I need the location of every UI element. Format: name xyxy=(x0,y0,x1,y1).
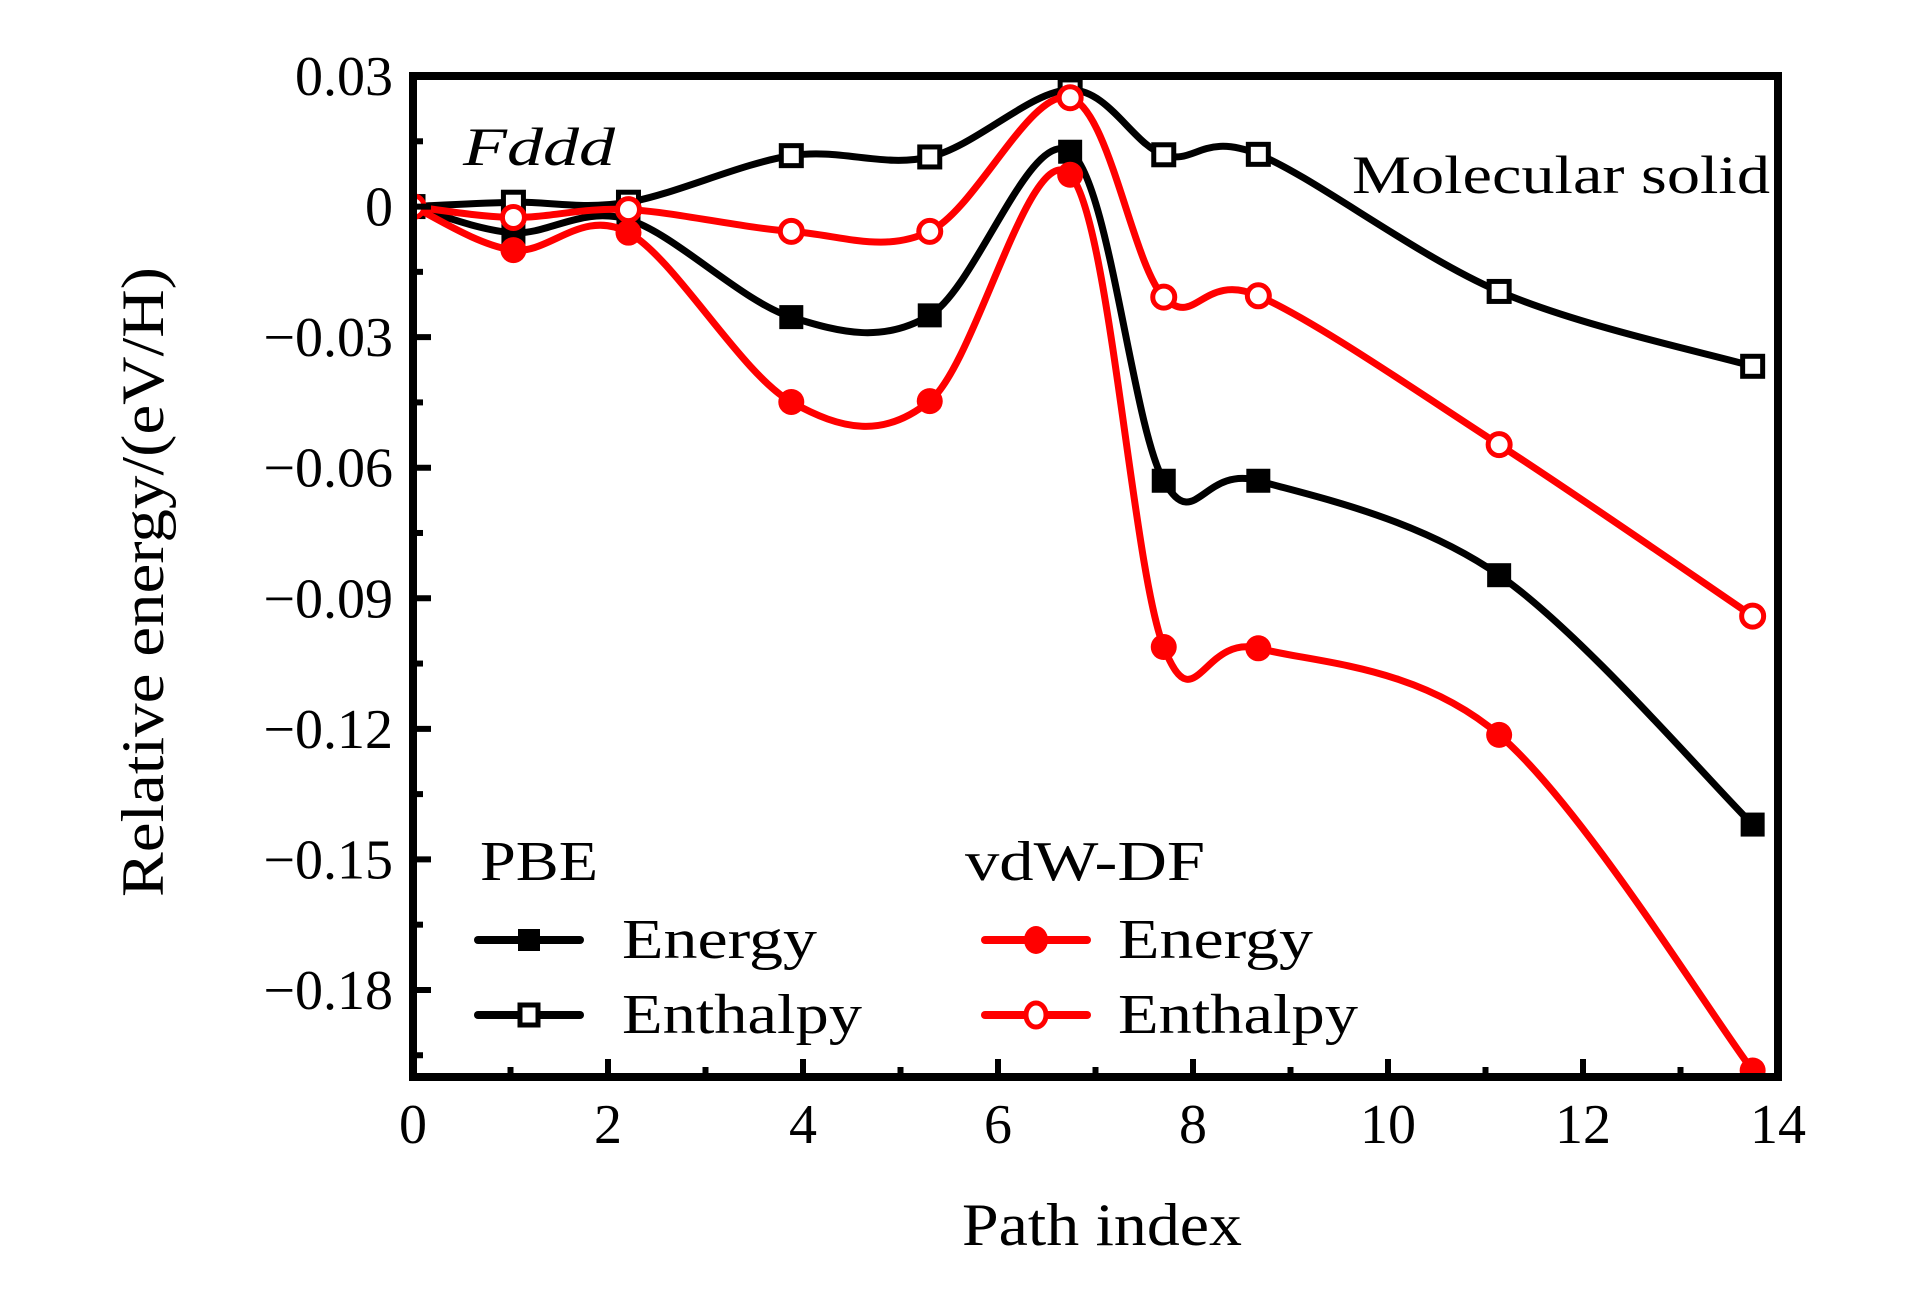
data-point-filled-circle xyxy=(500,237,527,264)
data-point-open-circle xyxy=(1150,283,1178,311)
annotation-molecular-solid: Molecular solid xyxy=(1352,145,1770,205)
data-point-filled-circle xyxy=(1150,634,1177,661)
data-point-filled-circle xyxy=(916,388,943,415)
data-point-filled-square xyxy=(779,305,804,330)
data-point-open-circle xyxy=(1244,282,1272,310)
legend-label-pbe-enthalpy: Enthalpy xyxy=(622,984,862,1046)
data-point-open-square xyxy=(1740,353,1766,379)
data-point-open-circle xyxy=(1485,431,1513,459)
legend-label-vdwdf-energy: Energy xyxy=(1118,909,1313,971)
data-point-open-square xyxy=(1245,141,1271,167)
legend-item-pbe-enthalpy: Enthalpy xyxy=(474,984,862,1046)
legend: PBE vdW-DF Energy Enthalpy Energy Enthal… xyxy=(474,831,1358,1046)
data-point-open-square xyxy=(1486,278,1512,304)
data-point-filled-circle xyxy=(1245,635,1272,662)
series-layer xyxy=(413,77,1767,1077)
y-tick-label: −0.15 xyxy=(263,829,393,891)
x-axis-label: Path index xyxy=(962,1192,1242,1258)
legend-group-title-pbe: PBE xyxy=(480,831,598,893)
series-vdw-df-enthalpy xyxy=(413,84,1767,630)
annotation-fddd: Fddd xyxy=(462,117,617,177)
y-tick-label: −0.03 xyxy=(263,307,393,369)
series-line xyxy=(413,145,1756,828)
data-point-open-circle xyxy=(1056,84,1084,112)
legend-marker-open-circle xyxy=(1023,1000,1049,1030)
data-point-open-square xyxy=(1151,142,1177,168)
data-point-open-circle xyxy=(777,217,805,245)
legend-item-vdwdf-enthalpy: Enthalpy xyxy=(981,984,1358,1046)
x-tick-label: 8 xyxy=(1179,1094,1207,1156)
y-tick-label: −0.12 xyxy=(263,699,393,761)
legend-marker-filled-circle xyxy=(1024,926,1048,954)
x-tick-label: 14 xyxy=(1750,1094,1806,1156)
x-tick-label: 12 xyxy=(1555,1094,1611,1156)
data-point-filled-square xyxy=(1740,812,1765,837)
data-point-filled-circle xyxy=(1739,1057,1766,1077)
y-tick-label: −0.09 xyxy=(263,568,393,630)
x-tick-label: 2 xyxy=(594,1094,622,1156)
y-tick-label: 0 xyxy=(365,177,393,239)
legend-label-pbe-energy: Energy xyxy=(622,909,817,971)
data-point-filled-square xyxy=(1246,468,1271,493)
data-point-open-circle xyxy=(916,217,944,245)
tick-labels: 0 2 4 6 8 10 12 14 0.03 0 −0.03 −0.06 −0.09 −0.12 −0.1… xyxy=(263,46,1806,1156)
legend-marker-open-square xyxy=(517,1002,541,1028)
y-axis-label: Relative energy/(eV/H) xyxy=(110,267,176,897)
data-point-filled-circle xyxy=(778,388,805,415)
data-point-open-square xyxy=(778,143,804,169)
y-tick-label: −0.18 xyxy=(263,960,393,1022)
x-tick-label: 10 xyxy=(1360,1094,1416,1156)
x-tick-label: 4 xyxy=(789,1094,817,1156)
data-point-open-circle xyxy=(499,203,527,231)
data-point-open-circle xyxy=(1739,602,1767,630)
legend-label-vdwdf-enthalpy: Enthalpy xyxy=(1118,984,1358,1046)
data-point-open-circle xyxy=(614,196,642,224)
data-point-filled-circle xyxy=(1057,161,1084,188)
x-tick-label: 6 xyxy=(984,1094,1012,1156)
data-point-filled-circle xyxy=(1486,721,1513,748)
legend-group-title-vdwdf: vdW-DF xyxy=(965,831,1205,893)
ticks-layer xyxy=(410,73,1781,1077)
data-point-open-square xyxy=(917,144,943,170)
data-point-filled-square xyxy=(1151,468,1176,493)
y-tick-label: 0.03 xyxy=(295,46,393,108)
series-line xyxy=(413,86,1754,370)
data-point-filled-square xyxy=(917,303,942,328)
legend-item-pbe-energy: Energy xyxy=(474,909,817,971)
y-tick-label: −0.06 xyxy=(263,438,393,500)
data-point-filled-square xyxy=(1487,563,1512,588)
data-point-filled-circle xyxy=(615,219,642,246)
data-point-filled-square xyxy=(1058,139,1083,164)
legend-item-vdwdf-energy: Energy xyxy=(981,909,1313,971)
x-tick-label: 0 xyxy=(399,1094,427,1156)
legend-marker-filled-square xyxy=(518,929,540,951)
